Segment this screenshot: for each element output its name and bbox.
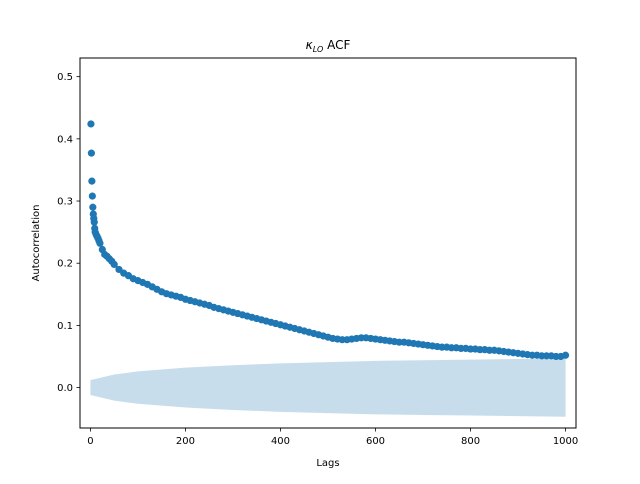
y-tick-label: 0.4	[57, 134, 73, 145]
data-point	[88, 192, 96, 200]
x-tick-label: 600	[366, 436, 385, 447]
y-tick-label: 0.2	[57, 259, 73, 270]
title-subscript: LO	[313, 45, 324, 54]
y-tick-label: 0.1	[57, 321, 73, 332]
y-tick-label: 0.3	[57, 197, 73, 208]
chart-title: κLO ACF	[306, 38, 351, 54]
data-point	[110, 260, 118, 269]
confidence-band-layer	[90, 358, 566, 417]
x-axis-label: Lags	[316, 458, 339, 469]
x-tick-label: 200	[176, 436, 195, 447]
data-point	[90, 218, 98, 226]
y-tick-label: 0.5	[57, 72, 73, 83]
x-ticks: 0 200 400 600 800 1000	[87, 428, 578, 447]
title-kappa: κ	[306, 38, 314, 52]
x-tick-label: 0	[87, 436, 93, 447]
x-tick-label: 800	[461, 436, 480, 447]
axes-frame	[79, 57, 577, 429]
y-axis-label: Autocorrelation	[31, 205, 42, 282]
data-point	[561, 351, 570, 359]
data-point	[87, 149, 95, 157]
points-layer	[87, 120, 570, 361]
confidence-band	[90, 358, 566, 417]
data-point	[88, 177, 96, 185]
data-point	[89, 203, 97, 211]
data-point	[96, 239, 104, 247]
title-rest: ACF	[323, 38, 350, 52]
data-point	[87, 120, 95, 128]
x-tick-label: 1000	[553, 436, 578, 447]
y-ticks: 0.0 0.1 0.2 0.3 0.4 0.5	[57, 72, 80, 394]
x-tick-label: 400	[271, 436, 290, 447]
y-tick-label: 0.0	[57, 383, 73, 394]
